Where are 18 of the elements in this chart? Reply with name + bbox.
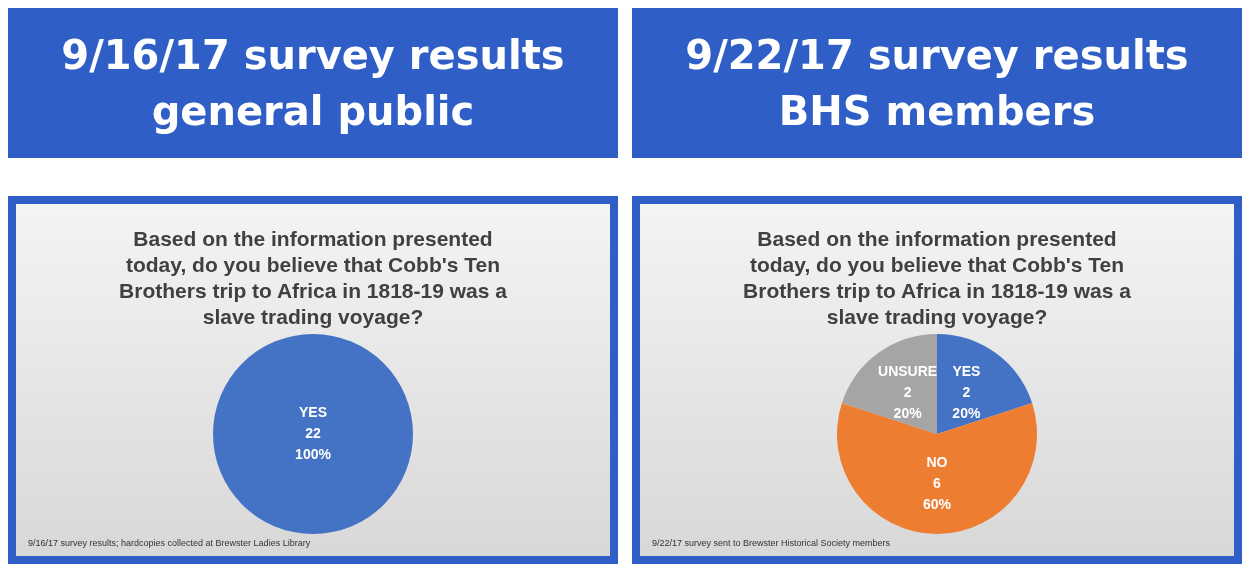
chart-title: 9/22/17 survey results BHS members (685, 31, 1189, 136)
text: 9/22/17 survey sent to Brewster Historical Society members (652, 538, 891, 548)
slice-label: YES (952, 363, 981, 380)
text: 9/16/17 survey results; hardcopies collected at Brewster Ladies Library (28, 538, 311, 548)
slice-label: YES (298, 403, 328, 420)
chart-subtitle: Based on the information presented today, do you believe that Cobb's Ten Brothers trip to Africa in 1818-19 was a slave trading voyage? (742, 226, 1132, 330)
text: 2 (903, 384, 912, 401)
chart-title: 9/16/17 survey results general public (61, 31, 565, 136)
data-label: 20% (952, 405, 981, 422)
slice-label: UNSURE (878, 363, 938, 380)
text: 2 (962, 384, 971, 401)
data-label: 20% (893, 405, 923, 422)
chart-subtitle: Based on the information presented today, do you believe that Cobb's Ten Brothers trip to Africa in 1818-19 was a slave trading voyage? (118, 226, 508, 330)
data-label: 100% (295, 445, 332, 462)
data-label: 60% (922, 495, 952, 512)
text: 22 (305, 424, 321, 441)
slice-label: NO (926, 453, 948, 470)
text: 6 (933, 474, 941, 491)
